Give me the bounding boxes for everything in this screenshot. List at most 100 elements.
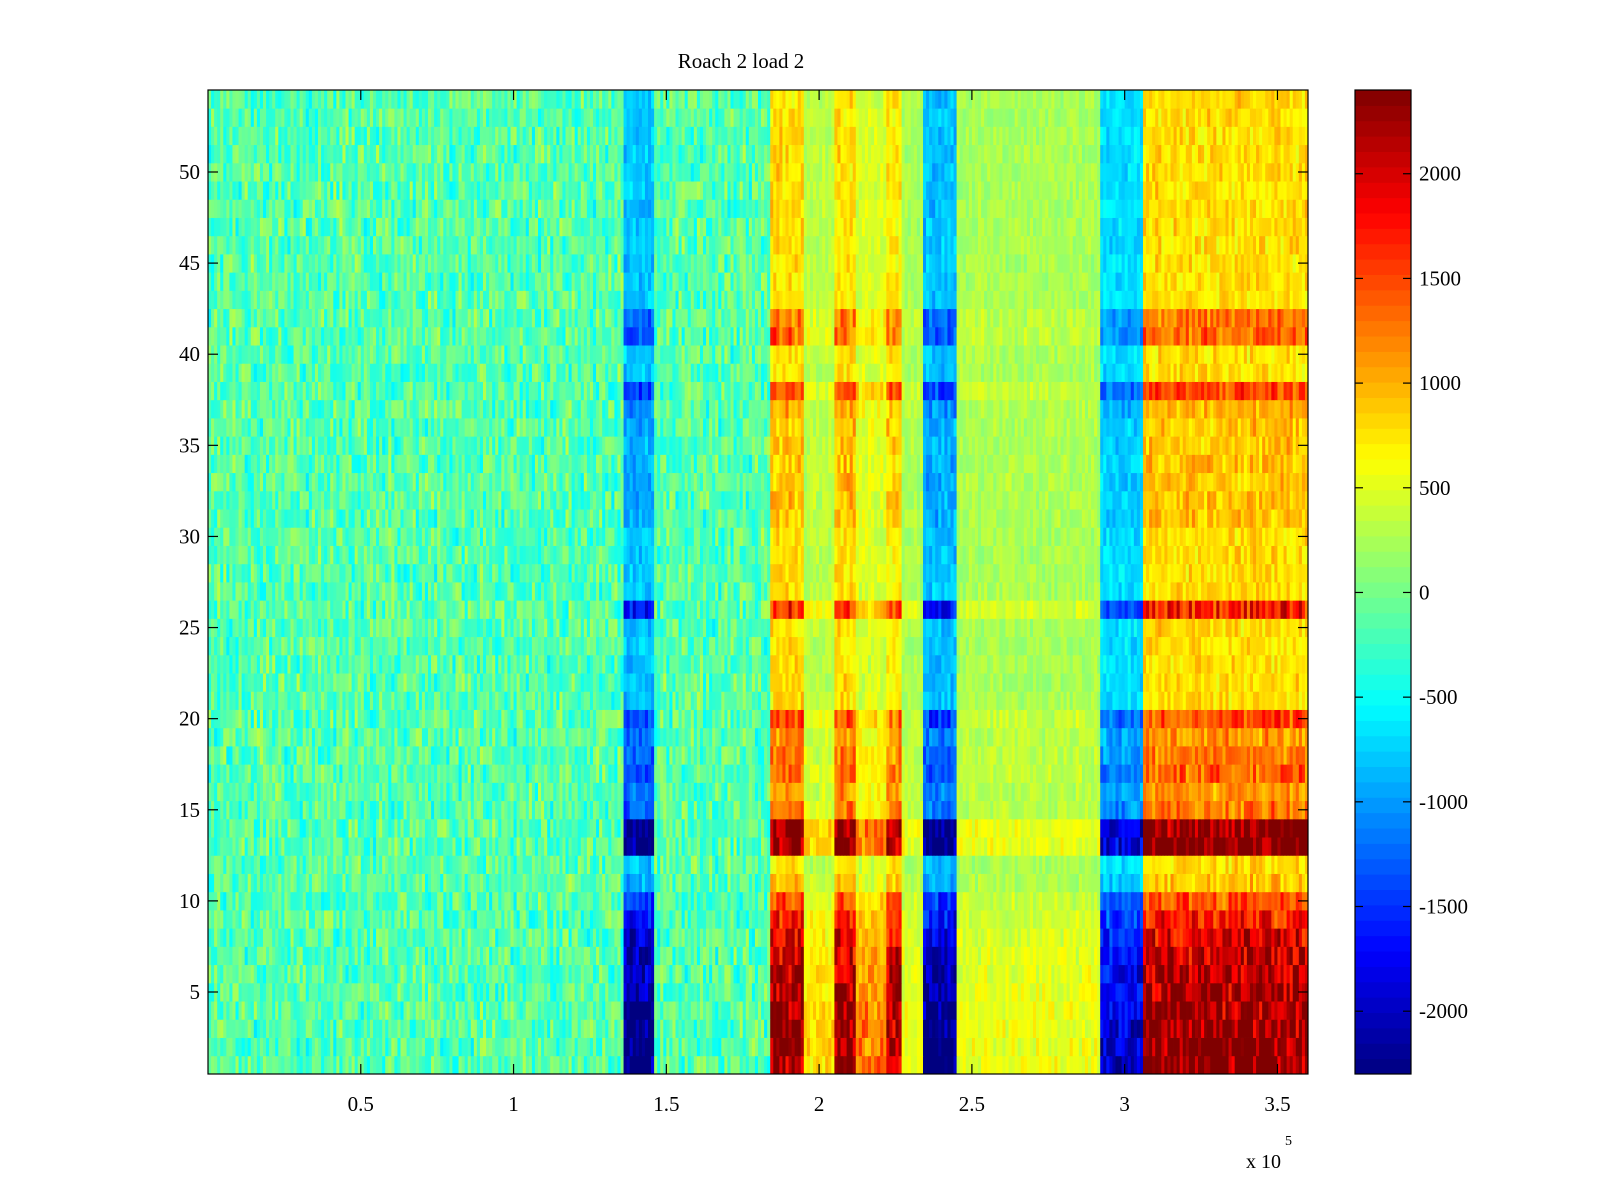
heatmap-cell — [978, 837, 982, 856]
heatmap-cell — [1304, 964, 1309, 984]
heatmap-cell — [330, 1055, 334, 1075]
heatmap-cell — [889, 1001, 893, 1020]
heatmap-cell — [1106, 1019, 1110, 1038]
heatmap-cell — [281, 1055, 285, 1075]
heatmap-cell — [229, 873, 233, 893]
heatmap-cell — [351, 891, 356, 911]
heatmap-cell — [816, 982, 820, 1002]
heatmap-cell — [373, 891, 377, 911]
heatmap-cell — [492, 891, 496, 911]
heatmap-cell — [1213, 891, 1217, 911]
heatmap-cell — [733, 946, 738, 966]
heatmap-cell — [1198, 1037, 1202, 1057]
heatmap-cell — [990, 855, 994, 874]
heatmap-cell — [327, 1001, 331, 1020]
heatmap-cell — [314, 837, 319, 856]
heatmap-cell — [984, 1001, 988, 1020]
heatmap-cell — [296, 928, 301, 947]
heatmap-cell — [1194, 873, 1199, 893]
heatmap-cell — [962, 837, 967, 856]
heatmap-cell — [941, 818, 945, 838]
heatmap-cell — [1179, 1019, 1184, 1038]
heatmap-cell — [538, 837, 542, 856]
heatmap-cell — [605, 837, 609, 856]
heatmap-cell — [1219, 946, 1223, 966]
heatmap-cell — [550, 910, 554, 929]
heatmap-cell — [993, 855, 997, 874]
heatmap-cell — [1075, 910, 1080, 929]
heatmap-cell — [400, 982, 404, 1002]
heatmap-cell — [455, 818, 459, 838]
heatmap-cell — [495, 837, 499, 856]
heatmap-cell — [654, 1001, 658, 1020]
heatmap-cell — [675, 873, 679, 893]
heatmap-cell — [360, 964, 365, 984]
heatmap-cell — [516, 1037, 521, 1057]
heatmap-cell — [580, 891, 585, 911]
heatmap-cell — [571, 946, 576, 966]
heatmap-cell — [672, 855, 676, 874]
heatmap-cell — [1249, 928, 1254, 947]
heatmap-cell — [1201, 891, 1205, 911]
heatmap-cell — [446, 910, 450, 929]
heatmap-cell — [400, 964, 404, 984]
heatmap-cell — [476, 873, 481, 893]
heatmap-cell — [400, 873, 404, 893]
heatmap-cell — [687, 891, 692, 911]
heatmap-cell — [953, 1019, 958, 1038]
heatmap-cell — [657, 964, 661, 984]
heatmap-cell — [1280, 1037, 1284, 1057]
heatmap-cell — [629, 1001, 634, 1020]
heatmap-cell — [855, 946, 860, 966]
heatmap-cell — [452, 855, 456, 874]
heatmap-cell — [644, 855, 649, 874]
heatmap-cell — [1167, 1055, 1171, 1075]
heatmap-cell — [1149, 818, 1153, 838]
heatmap-cell — [837, 1037, 841, 1057]
heatmap-cell — [1161, 891, 1165, 911]
heatmap-cell — [739, 1019, 744, 1038]
heatmap-cell — [690, 1055, 695, 1075]
heatmap-cell — [1060, 946, 1064, 966]
heatmap-cell — [1072, 818, 1077, 838]
heatmap-cell — [455, 946, 459, 966]
heatmap-cell — [1136, 982, 1141, 1002]
heatmap-cell — [1008, 1019, 1013, 1038]
heatmap-cell — [1112, 1055, 1116, 1075]
heatmap-cell — [1136, 1019, 1141, 1038]
heatmap-cell — [1143, 1019, 1147, 1038]
heatmap-cell — [495, 982, 499, 1002]
heatmap-cell — [742, 1019, 747, 1038]
heatmap-cell — [721, 1001, 725, 1020]
heatmap-cell — [1256, 891, 1260, 911]
heatmap-cell — [1066, 818, 1071, 838]
heatmap-cell — [296, 1019, 301, 1038]
heatmap-cell — [1002, 1037, 1006, 1057]
heatmap-cell — [1100, 855, 1104, 874]
heatmap-cell — [623, 837, 628, 856]
heatmap-cell — [522, 910, 527, 929]
heatmap-cell — [806, 1019, 811, 1038]
heatmap-cell — [916, 1019, 921, 1038]
heatmap-cell — [467, 964, 472, 984]
heatmap-cell — [244, 818, 249, 838]
heatmap-cell — [403, 1037, 408, 1057]
heatmap-cell — [1060, 1055, 1064, 1075]
heatmap-cell — [324, 1019, 328, 1038]
heatmap-cell — [837, 982, 841, 1002]
heatmap-cell — [947, 818, 951, 838]
heatmap-cell — [443, 818, 447, 838]
heatmap-cell — [721, 818, 725, 838]
heatmap-cell — [987, 1019, 991, 1038]
heatmap-cell — [779, 910, 783, 929]
heatmap-cell — [507, 964, 511, 984]
heatmap-cell — [1143, 837, 1147, 856]
heatmap-cell — [1023, 1019, 1028, 1038]
heatmap-cell — [669, 1037, 673, 1057]
heatmap-cell — [232, 964, 236, 984]
heatmap-cell — [791, 1037, 796, 1057]
heatmap-cell — [709, 1037, 713, 1057]
heatmap-cell — [428, 928, 432, 947]
heatmap-cell — [1237, 1055, 1242, 1075]
heatmap-cell — [385, 873, 389, 893]
